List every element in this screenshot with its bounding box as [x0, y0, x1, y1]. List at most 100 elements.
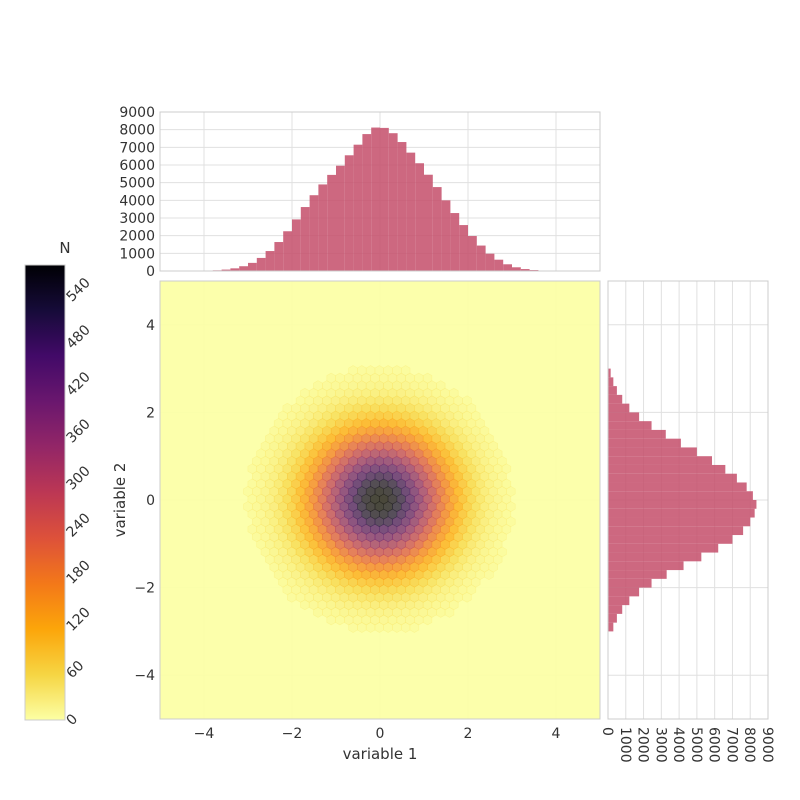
top-histogram-bar [512, 267, 521, 271]
colorbar-tick-label: 300 [64, 463, 94, 493]
right-histogram-bar [608, 386, 617, 395]
top-histogram-bars [204, 127, 556, 272]
top-histogram-bar [415, 163, 424, 271]
right-histogram-x-tick-label: 1000 [617, 727, 633, 763]
top-histogram-bar [265, 251, 275, 271]
right-histogram-bar [608, 561, 684, 571]
top-histogram-bar [283, 231, 292, 271]
colorbar-tick-label: 540 [64, 275, 94, 305]
hexbin-cell [422, 372, 433, 384]
right-histogram-bar [608, 605, 623, 614]
hexbin-y-tick-label: −4 [134, 668, 155, 684]
hexbin-cell [348, 365, 358, 376]
top-histogram-bar [450, 213, 460, 271]
colorbar-tick-label: 480 [64, 322, 94, 352]
hexbin-cell [462, 395, 472, 407]
colorbar-title: N [59, 239, 70, 257]
top-histogram-bar [424, 174, 433, 271]
right-histogram-bar [608, 596, 630, 606]
top-histogram-bar [468, 236, 477, 271]
right-histogram-bar [608, 578, 652, 588]
right-histogram-bar [608, 517, 751, 527]
hexbin-y-tick-labels: −4 −2 0 2 4 [134, 318, 155, 684]
top-histogram-bar [256, 257, 266, 271]
top-histogram-bar [476, 245, 486, 271]
hexbin-cell [365, 365, 376, 376]
right-histogram-x-tick-label: 2000 [635, 727, 651, 763]
right-histogram-bars [608, 368, 757, 632]
top-histogram-bar [239, 266, 248, 271]
hexbin-x-tick-label: 4 [552, 726, 561, 742]
hexbin-cell [313, 380, 323, 392]
colorbar-tick-label: 360 [64, 416, 94, 446]
hexbin-y-tick-label: 0 [146, 493, 155, 509]
right-histogram-bar [608, 500, 757, 509]
top-histogram-bar [494, 259, 504, 271]
hexbin-cell [335, 372, 345, 384]
right-histogram-bar [608, 570, 667, 579]
top-histogram-y-tick-label: 7000 [119, 140, 155, 156]
hexbin-cell [374, 365, 385, 376]
hexbin-cell [400, 365, 411, 376]
hexbin-cell [414, 372, 424, 384]
colorbar-tick-label: 240 [64, 510, 94, 540]
top-histogram-y-tick-label: 3000 [119, 211, 155, 227]
hexbin-x-tick-labels: −4 −2 0 2 4 [194, 726, 561, 742]
right-histogram-x-tick-label: 3000 [652, 727, 668, 763]
top-histogram-bar [459, 225, 468, 271]
y-axis-label: variable 2 [111, 463, 129, 538]
colorbar-tick-label: 120 [64, 604, 94, 634]
right-histogram-bar [608, 377, 614, 387]
right-histogram-bar [608, 429, 666, 439]
right-histogram-bar [608, 438, 681, 448]
right-histogram-bar [608, 543, 719, 553]
hexbin-cell [435, 380, 446, 392]
right-histogram-bar [608, 491, 753, 500]
top-histogram-bar [432, 187, 442, 271]
top-histogram-bar [353, 144, 363, 271]
top-histogram-bar [371, 127, 380, 272]
top-histogram-bar [406, 152, 416, 271]
top-histogram-frame [159, 111, 601, 272]
right-histogram-x-tick-label: 0 [599, 727, 615, 736]
hexbin-cell [392, 365, 402, 376]
colorbar: N 0 60 120 180 240 300 360 420 480 540 [24, 239, 94, 729]
hexbin-cell [282, 402, 293, 414]
right-histogram-bar [608, 526, 744, 536]
top-histogram-bar [520, 269, 530, 271]
right-histogram-bar [608, 394, 623, 404]
right-histogram-bar [608, 464, 726, 474]
right-histogram-bar [608, 412, 640, 422]
hexbin-x-tick-label: −4 [194, 726, 215, 742]
right-histogram-bar [608, 535, 733, 544]
hexbin-y-tick-label: −2 [134, 581, 155, 597]
right-histogram-x-tick-label: 7000 [723, 727, 739, 763]
right-histogram-x-tick-label: 8000 [741, 727, 757, 763]
top-histogram-bar [336, 165, 345, 271]
colorbar-tick-label: 420 [64, 369, 94, 399]
top-histogram-bar [388, 133, 398, 271]
top-histogram-y-tick-label: 6000 [119, 158, 155, 174]
hexbin-cell [357, 365, 367, 376]
hexbin-x-tick-label: 0 [376, 726, 385, 742]
right-histogram-x-tick-label: 5000 [688, 727, 704, 763]
right-histogram-bar [608, 482, 747, 492]
right-histogram-bar [608, 421, 652, 430]
hexbin-cell [326, 372, 336, 384]
top-histogram-bar [380, 127, 389, 272]
hexbin-cell [449, 387, 459, 399]
top-histogram-y-tick-label: 5000 [119, 176, 155, 192]
top-histogram-y-tick-label: 8000 [119, 123, 155, 139]
right-histogram-tick-labels: 0 1000 2000 3000 4000 5000 6000 7000 8000 9000 [599, 727, 775, 763]
top-histogram-y-tick-label: 1000 [119, 246, 155, 262]
right-histogram-bar [608, 403, 630, 413]
right-histogram-bar [608, 368, 611, 378]
right-histogram-bar [608, 508, 755, 518]
colorbar-tick-label: 60 [64, 658, 88, 682]
hexbin-y-tick-label: 4 [146, 318, 155, 334]
right-histogram-bar [608, 622, 614, 632]
hexbin-cell [383, 365, 393, 376]
top-histogram-bar [300, 207, 310, 271]
